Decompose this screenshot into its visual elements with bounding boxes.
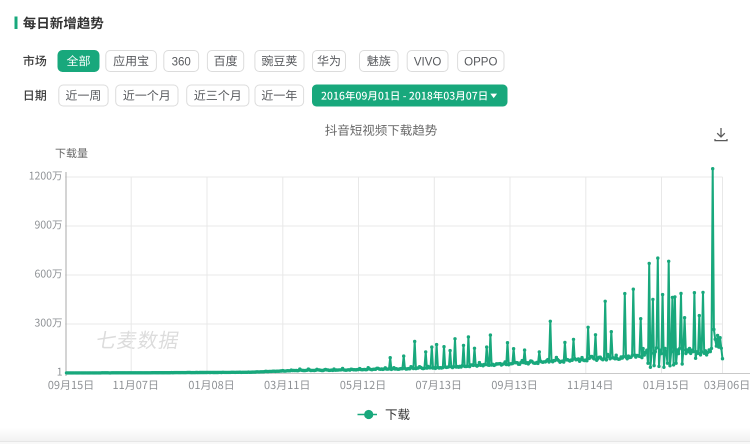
svg-text:360: 360 [172,56,191,68]
svg-text:VIVO: VIVO [414,56,442,68]
svg-text:OPPO: OPPO [464,56,497,68]
